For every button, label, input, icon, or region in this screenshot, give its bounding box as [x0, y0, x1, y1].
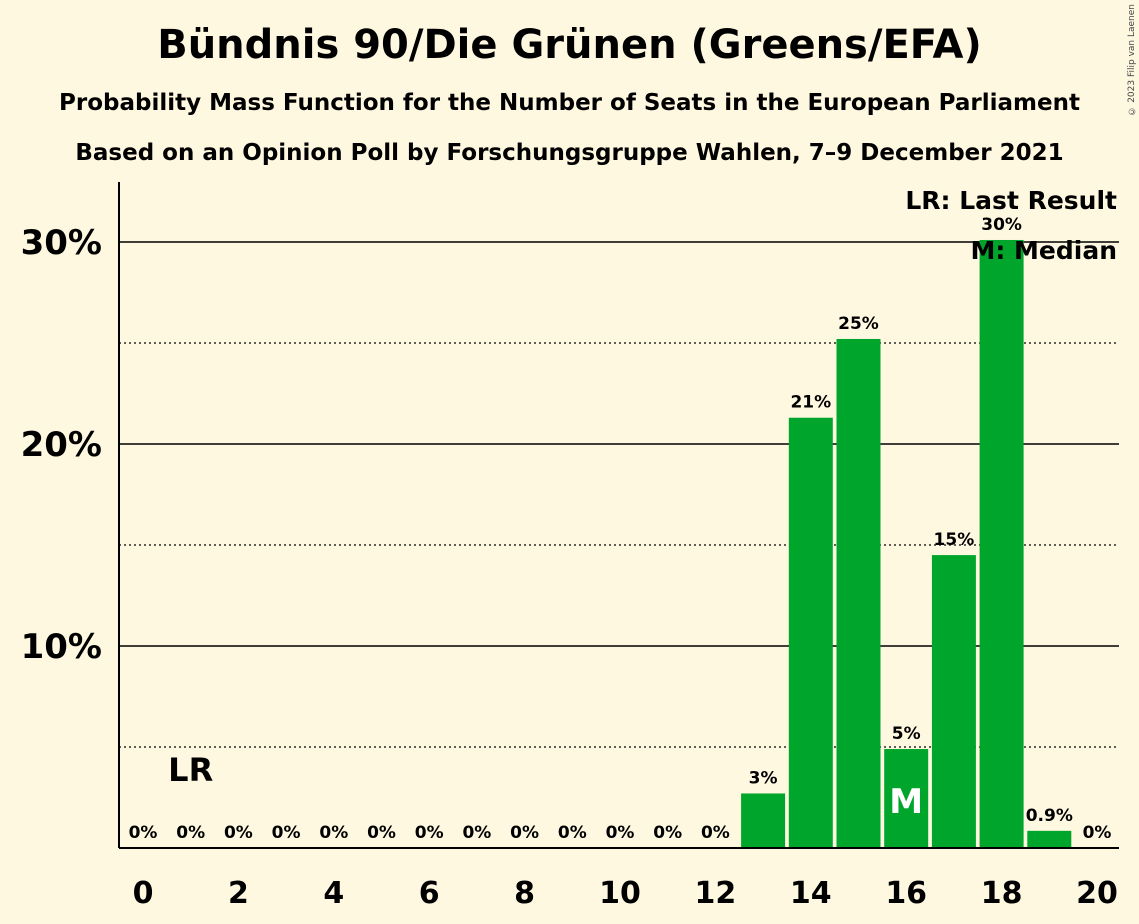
x-tick-label: 4: [323, 876, 344, 911]
x-tick-labels: 0 2 4 6 8 10 12 14 16 18 20: [133, 876, 1118, 911]
bar-label-seat-20: 0%: [1083, 823, 1112, 843]
bar-label-seat-9: 0%: [558, 823, 587, 843]
median-marker: M: [889, 782, 923, 822]
bar-label-seat-12: 0%: [701, 823, 730, 843]
x-tick-label: 10: [599, 876, 641, 911]
x-tick-label: 16: [885, 876, 927, 911]
y-tick-label: 10%: [21, 627, 102, 667]
chart-source-note: Based on an Opinion Poll by Forschungsgr…: [75, 140, 1064, 166]
grid-lines: [119, 241, 1119, 748]
y-tick-labels: 10% 20% 30%: [21, 223, 102, 667]
bar-label-seat-18: 30%: [981, 215, 1022, 235]
x-tick-label: 8: [514, 876, 535, 911]
bar-seat-17: [931, 555, 976, 848]
x-tick-label: 0: [133, 876, 154, 911]
y-tick-label: 30%: [21, 223, 102, 263]
last-result-marker: LR: [168, 751, 213, 789]
chart-subtitle: Probability Mass Function for the Number…: [59, 90, 1080, 116]
bar-seat-15: [836, 338, 881, 848]
x-tick-label: 20: [1076, 876, 1118, 911]
bar-label-seat-14: 21%: [790, 393, 831, 413]
bar-label-seat-16: 5%: [892, 724, 921, 744]
bar-label-seat-17: 15%: [934, 530, 975, 550]
bar-label-seat-15: 25%: [838, 314, 879, 334]
bars: [741, 239, 1072, 849]
bar-seat-14: [788, 417, 833, 848]
bar-seat-19: [1027, 830, 1072, 848]
bar-label-seat-1: 0%: [176, 823, 205, 843]
y-tick-label: 20%: [21, 425, 102, 465]
markers: LR M: [168, 751, 923, 822]
chart-title: Bündnis 90/Die Grünen (Greens/EFA): [157, 22, 982, 68]
x-tick-label: 6: [419, 876, 440, 911]
bar-label-seat-6: 0%: [415, 823, 444, 843]
bar-label-seat-0: 0%: [129, 823, 158, 843]
bar-label-seat-8: 0%: [510, 823, 539, 843]
bar-label-seat-11: 0%: [653, 823, 682, 843]
legend-last-result: LR: Last Result: [905, 186, 1117, 215]
x-tick-label: 18: [981, 876, 1023, 911]
bar-label-seat-13: 3%: [749, 768, 778, 788]
bar-label-seat-10: 0%: [606, 823, 635, 843]
bar-label-seat-7: 0%: [462, 823, 491, 843]
bar-seat-13: [741, 793, 786, 848]
axes: [118, 182, 1119, 849]
x-tick-label: 14: [790, 876, 832, 911]
bar-label-seat-4: 0%: [319, 823, 348, 843]
bar-label-seat-19: 0.9%: [1026, 806, 1073, 826]
x-tick-label: 2: [228, 876, 249, 911]
bar-seat-16: [884, 749, 929, 848]
bar-seat-18: [979, 239, 1024, 849]
bar-label-seat-5: 0%: [367, 823, 396, 843]
bar-label-seat-2: 0%: [224, 823, 253, 843]
legend-median: M: Median: [970, 236, 1117, 265]
bar-label-seat-3: 0%: [272, 823, 301, 843]
x-tick-label: 12: [695, 876, 737, 911]
legend: LR: Last Result M: Median: [905, 186, 1117, 265]
bar-labels: 0% 0% 0% 0% 0% 0% 0% 0% 0% 0% 0% 0% 0% 3% 21% 25% 5% 15% 3…: [129, 215, 1112, 843]
